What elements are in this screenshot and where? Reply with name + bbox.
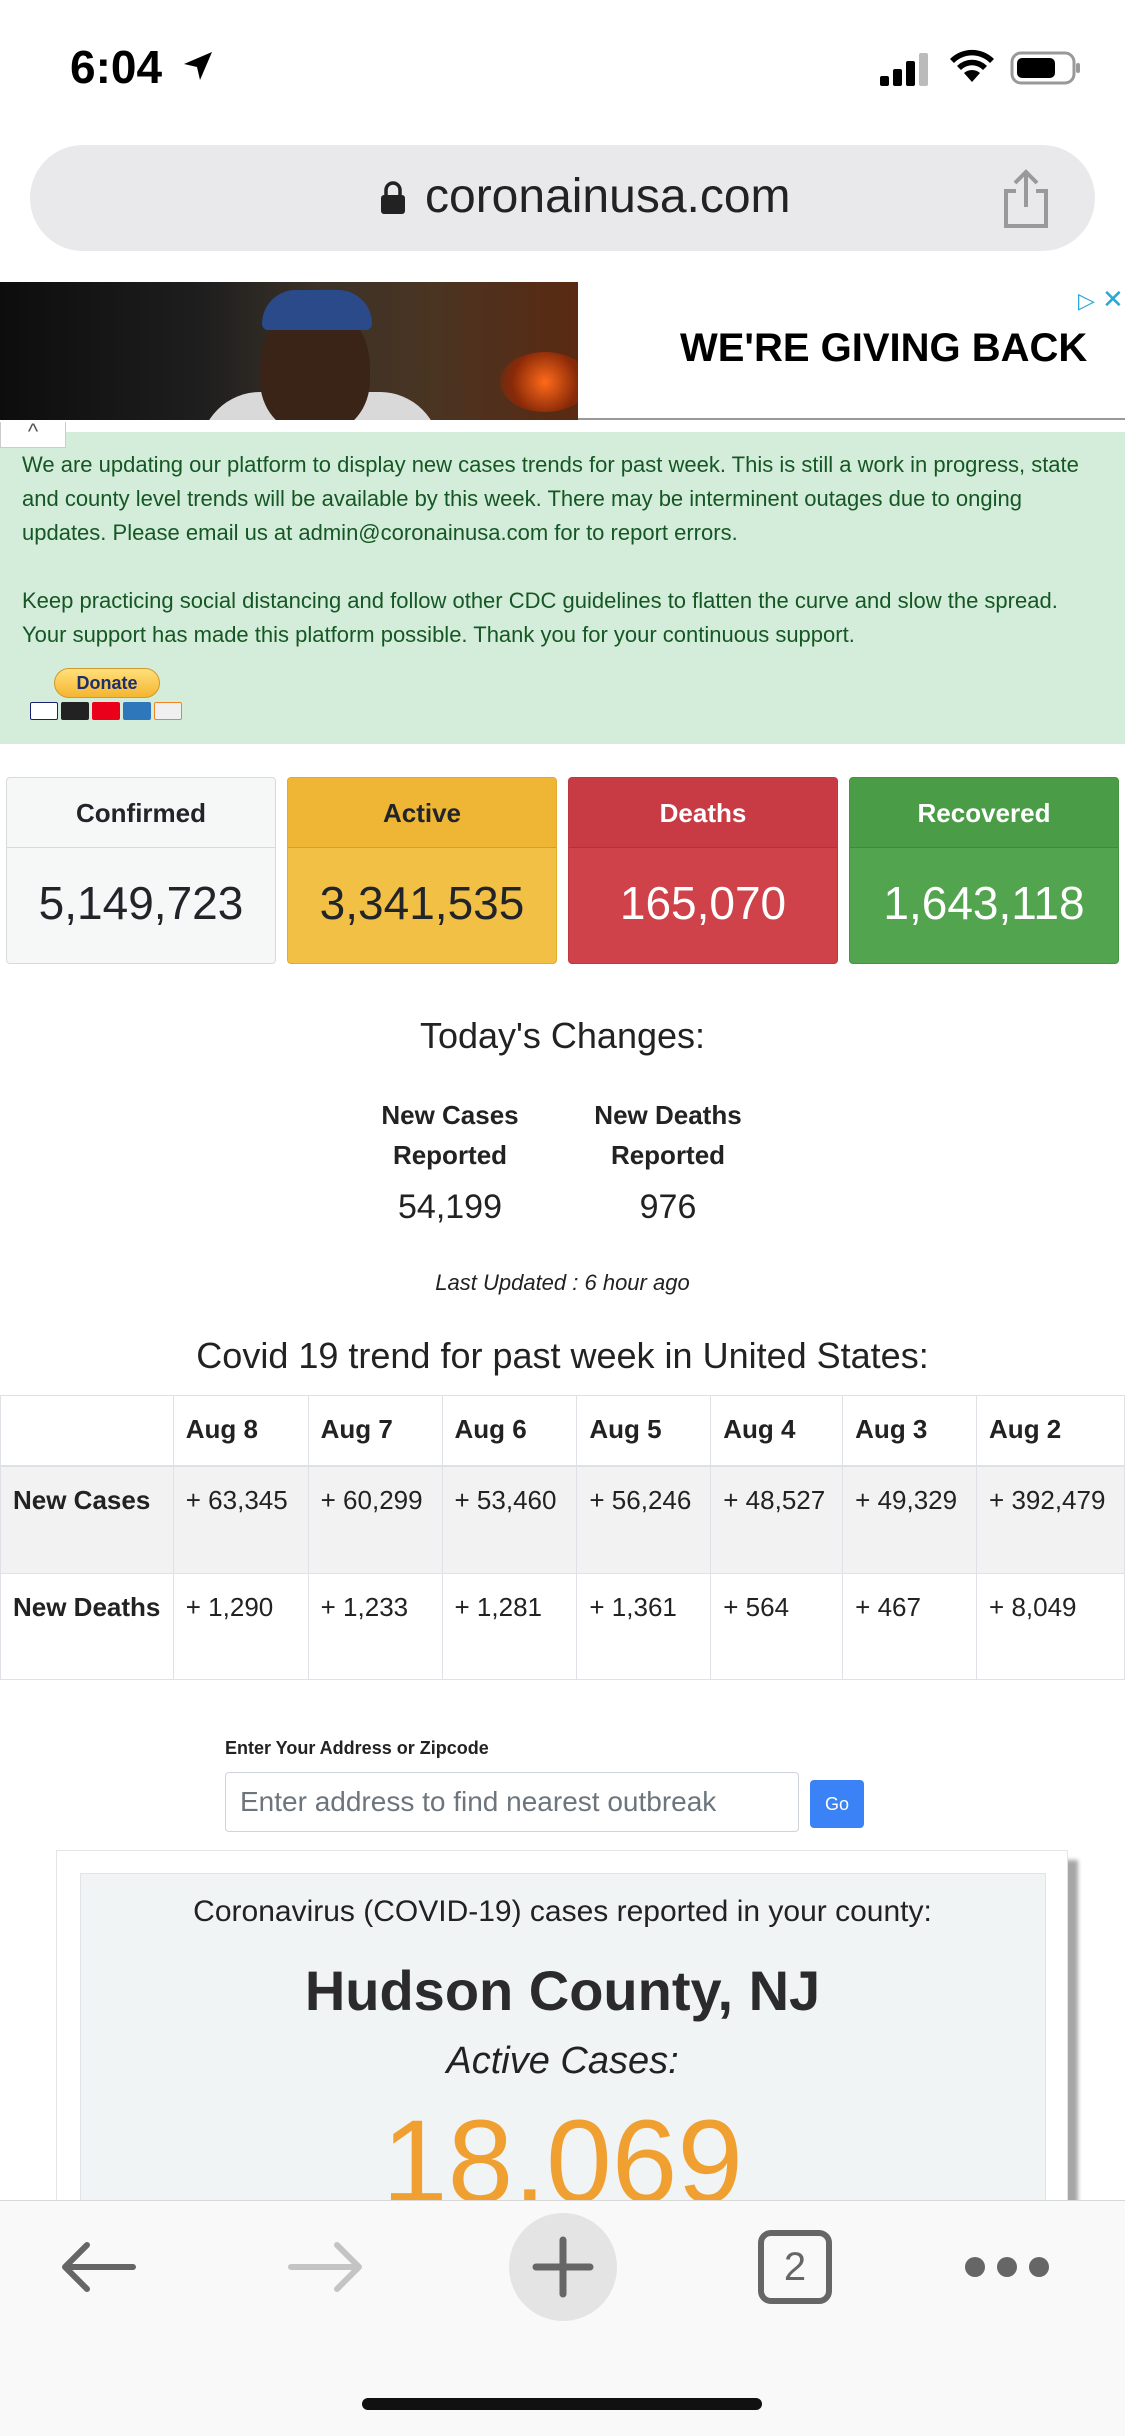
table-cell: + 467 bbox=[842, 1573, 978, 1680]
go-button[interactable]: Go bbox=[810, 1780, 864, 1828]
notice-paragraph-1: We are updating our platform to display … bbox=[22, 452, 1079, 545]
signal-icon bbox=[880, 53, 928, 86]
deaths-card: Deaths 165,070 bbox=[568, 777, 838, 964]
address-bar[interactable]: coronainusa.com bbox=[30, 145, 1095, 251]
back-button[interactable] bbox=[42, 2212, 152, 2322]
tabs-icon bbox=[758, 2230, 832, 2304]
table-cell: + 60,299 bbox=[307, 1465, 443, 1574]
url-text[interactable]: coronainusa.com bbox=[425, 170, 791, 223]
new-cases-value: 54,199 bbox=[398, 1188, 502, 1226]
table-cell: + 63,345 bbox=[172, 1465, 309, 1574]
back-icon bbox=[62, 2242, 136, 2292]
table-cell: + 392,479 bbox=[976, 1465, 1125, 1574]
new-deaths-label-line-2: Reported bbox=[610, 1140, 726, 1170]
column-header: Aug 2 bbox=[976, 1395, 1125, 1467]
trend-title: Covid 19 trend for past week in United S… bbox=[196, 1335, 929, 1376]
status-bar: 6:04 bbox=[0, 0, 1125, 130]
table-corner-cell bbox=[0, 1395, 174, 1467]
recovered-card: Recovered 1,643,118 bbox=[849, 777, 1119, 964]
ad-collapse-button[interactable]: ^ bbox=[0, 421, 66, 448]
table-header-row: Aug 8 Aug 7 Aug 6 Aug 5 Aug 4 Aug 3 Aug … bbox=[0, 1395, 1125, 1467]
deaths-label: Deaths bbox=[569, 778, 837, 848]
row-header: New Deaths bbox=[0, 1573, 174, 1680]
new-tab-icon bbox=[509, 2213, 617, 2321]
new-cases-label: New Cases Reported bbox=[340, 1095, 560, 1175]
tab-count: 2 bbox=[783, 2245, 807, 2289]
forward-button[interactable] bbox=[272, 2212, 382, 2322]
ad-headline[interactable]: WE'RE GIVING BACK bbox=[680, 326, 1088, 370]
lock-icon bbox=[381, 181, 405, 214]
new-deaths-label-line-1: New Deaths bbox=[594, 1100, 742, 1130]
active-label: Active bbox=[288, 778, 556, 848]
status-time: 6:04 bbox=[70, 41, 163, 93]
table-cell: + 56,246 bbox=[576, 1465, 712, 1574]
battery-icon bbox=[1010, 51, 1080, 85]
table-cell: + 49,329 bbox=[842, 1465, 978, 1574]
confirmed-card: Confirmed 5,149,723 bbox=[6, 777, 276, 964]
wifi-icon bbox=[950, 49, 994, 82]
new-cases-label-line-2: Reported bbox=[392, 1140, 508, 1170]
table-cell: + 564 bbox=[710, 1573, 844, 1680]
donate-button[interactable]: Donate bbox=[54, 668, 160, 698]
ad-close-icon[interactable]: ✕ bbox=[1102, 284, 1124, 314]
tabs-button[interactable]: 2 bbox=[740, 2212, 850, 2322]
column-header: Aug 6 bbox=[441, 1395, 578, 1467]
column-header: Aug 5 bbox=[576, 1395, 712, 1467]
trend-table: Aug 8 Aug 7 Aug 6 Aug 5 Aug 4 Aug 3 Aug … bbox=[0, 1395, 1125, 1680]
ad-image[interactable] bbox=[0, 282, 578, 420]
forward-icon bbox=[288, 2242, 362, 2292]
ad-info-icon[interactable]: ▷ bbox=[1078, 288, 1095, 313]
address-label: Enter Your Address or Zipcode bbox=[225, 1738, 489, 1758]
county-active-label: Active Cases: bbox=[446, 2040, 679, 2082]
ad-banner[interactable]: WE'RE GIVING BACK ▷ ✕ bbox=[0, 282, 1125, 420]
column-header: Aug 3 bbox=[842, 1395, 978, 1467]
table-cell: + 1,281 bbox=[441, 1573, 578, 1680]
new-deaths-value: 976 bbox=[639, 1188, 697, 1226]
confirmed-value: 5,149,723 bbox=[38, 877, 244, 929]
county-name: Hudson County, NJ bbox=[304, 1959, 821, 2022]
new-cases-label-line-1: New Cases bbox=[381, 1100, 519, 1130]
address-input[interactable] bbox=[225, 1772, 799, 1832]
home-indicator[interactable] bbox=[362, 2398, 762, 2410]
location-arrow-icon bbox=[184, 52, 212, 80]
more-button[interactable] bbox=[952, 2212, 1062, 2322]
table-row: New Deaths + 1,290 + 1,233 + 1,281 + 1,3… bbox=[0, 1573, 1125, 1680]
table-cell: + 1,233 bbox=[307, 1573, 443, 1680]
new-deaths-label: New Deaths Reported bbox=[558, 1095, 778, 1175]
column-header: Aug 8 bbox=[172, 1395, 309, 1467]
table-cell: + 1,290 bbox=[172, 1573, 309, 1680]
row-header: New Cases bbox=[0, 1465, 174, 1574]
notice-alert: We are updating our platform to display … bbox=[0, 432, 1125, 744]
todays-changes-title: Today's Changes: bbox=[419, 1015, 706, 1056]
last-updated-text: Last Updated : 6 hour ago bbox=[435, 1270, 690, 1295]
payment-cards-icon bbox=[30, 702, 182, 720]
share-icon[interactable] bbox=[998, 169, 1054, 229]
table-row: New Cases + 63,345 + 60,299 + 53,460 + 5… bbox=[0, 1465, 1125, 1574]
confirmed-label: Confirmed bbox=[7, 778, 275, 848]
county-subtitle: Coronavirus (COVID-19) cases reported in… bbox=[193, 1895, 932, 1928]
active-card: Active 3,341,535 bbox=[287, 777, 557, 964]
table-cell: + 8,049 bbox=[976, 1573, 1125, 1680]
notice-paragraph-2: Keep practicing social distancing and fo… bbox=[22, 588, 1058, 647]
recovered-label: Recovered bbox=[850, 778, 1118, 848]
column-header: Aug 4 bbox=[710, 1395, 844, 1467]
county-card-inner bbox=[80, 1873, 1046, 2210]
active-value: 3,341,535 bbox=[319, 877, 525, 929]
table-cell: + 48,527 bbox=[710, 1465, 844, 1574]
more-icon bbox=[965, 2257, 1049, 2277]
deaths-value: 165,070 bbox=[619, 877, 787, 929]
new-tab-button[interactable] bbox=[508, 2212, 618, 2322]
table-cell: + 53,460 bbox=[441, 1465, 578, 1574]
table-cell: + 1,361 bbox=[576, 1573, 712, 1680]
column-header: Aug 7 bbox=[307, 1395, 443, 1467]
recovered-value: 1,643,118 bbox=[883, 877, 1085, 929]
